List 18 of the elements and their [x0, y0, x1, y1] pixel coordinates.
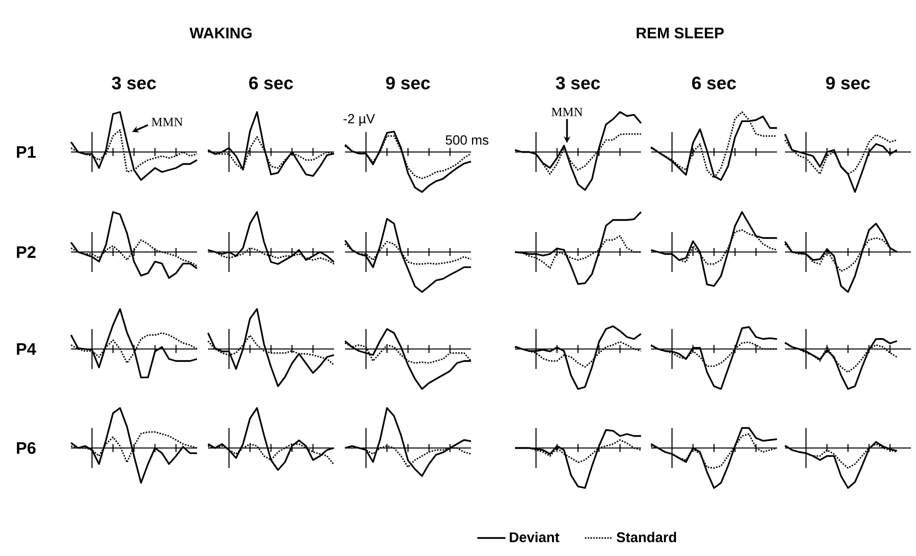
annotation: MMN	[152, 118, 183, 126]
y-axis-title: P1	[16, 146, 36, 158]
annotation: MMN	[552, 108, 583, 116]
chart-title: 3 sec	[112, 76, 156, 90]
annotation: 500 ms	[446, 135, 488, 145]
legend-label: Deviant	[510, 532, 560, 542]
y-axis-title: P2	[16, 246, 36, 258]
text: WAKING	[190, 28, 252, 38]
legend-label: Standard	[616, 532, 676, 542]
text: REM SLEEP	[636, 28, 724, 38]
y-axis-title: P4	[16, 343, 36, 355]
chart-title: 9 sec	[386, 76, 430, 90]
chart-title: 9 sec	[826, 76, 870, 90]
chart-title: 3 sec	[556, 76, 600, 90]
chart-title: 6 sec	[249, 76, 293, 90]
text: -2 µV	[344, 114, 376, 126]
chart-title: 6 sec	[692, 76, 736, 90]
y-axis-title: P6	[16, 442, 36, 454]
